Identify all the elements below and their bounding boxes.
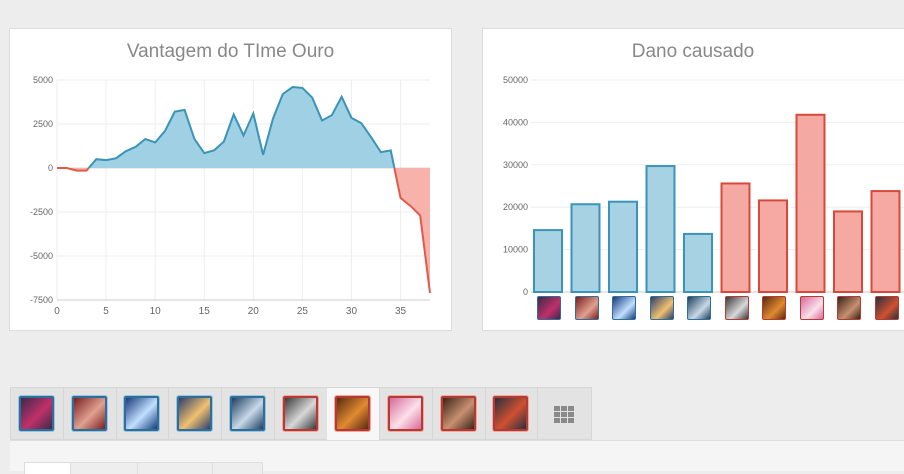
tab-content-area [10,440,904,474]
damage-dealt-panel: Dano causado 50000 40000 30000 20000 10000 0 [482,28,904,331]
champion-tab[interactable] [485,388,539,440]
champion-3-icon [124,396,160,431]
champion-tab[interactable] [169,388,223,440]
damage-bar [645,165,676,294]
gold-advantage-panel: Vantagem do TIme Ouro 5000 2500 0 -2500 -500… [9,28,452,331]
champion-tab[interactable] [327,388,381,442]
damage-champion-cell [762,296,786,320]
damage-champion-cell [649,296,674,320]
damage-champion-cell [574,296,599,320]
champion-4-icon [177,396,213,431]
y-tick-label: 10000 [503,245,528,255]
subtab-4[interactable] [212,462,263,474]
champion-tab[interactable] [116,388,170,440]
champion-7-icon [762,296,786,320]
damage-champion-cell [612,296,636,320]
damage-dealt-chart: 50000 40000 30000 20000 10000 0 [503,75,904,320]
champion-10-icon [874,296,899,320]
champion-8-icon [799,296,824,320]
champion-2-icon [71,396,107,431]
y-tick-label: -7500 [30,295,53,305]
table-grid-icon [554,406,574,423]
damage-champion-cell [799,296,824,320]
damage-bar [758,199,788,293]
champion-9-icon [440,396,476,431]
y-tick-label: 2500 [33,119,53,129]
champion-2-icon [574,296,599,320]
damage-champion-cell [874,296,899,320]
champion-1-icon [537,296,561,320]
champion-tab[interactable] [433,388,486,440]
champion-9-icon [837,296,861,320]
champion-8-icon [387,396,423,431]
y-tick-label: 40000 [503,117,528,127]
y-tick-label: -2500 [30,207,53,217]
x-tick-label: 15 [199,306,211,317]
champion-tab[interactable] [275,388,328,440]
damage-champion-cell [537,296,561,320]
gold-advantage-title: Vantagem do TIme Ouro [126,41,335,62]
x-tick-label: 10 [150,306,162,317]
x-tick-label: 5 [103,306,109,317]
subtab-1[interactable] [24,462,71,474]
damage-dealt-title: Dano causado [631,41,755,62]
damage-bar [608,200,638,293]
champion-tabs [10,387,592,442]
damage-bar [570,203,601,293]
x-tick-label: 35 [395,306,407,317]
champion-1-icon [19,396,54,431]
table-view-tab[interactable] [538,388,590,440]
x-tick-label: 20 [248,306,260,317]
negative-series-line [57,167,431,294]
champion-7-icon [335,396,371,431]
subtab-2[interactable] [70,462,138,474]
champion-tab[interactable] [11,388,64,440]
damage-bar [533,229,563,293]
champion-10-icon [493,396,529,431]
x-tick-label: 0 [54,306,60,317]
damage-bar [833,210,863,293]
champion-6-icon [282,396,318,431]
damage-champion-cell [837,296,861,320]
y-tick-label: 0 [523,287,528,297]
y-tick-label: 50000 [503,75,528,85]
y-tick-label: 0 [48,163,53,173]
damage-bar [795,113,826,293]
y-tick-label: 20000 [503,202,528,212]
champion-tab[interactable] [222,388,275,440]
champion-3-icon [612,296,636,320]
x-tick-label: 30 [346,306,358,317]
subtab-3[interactable] [137,462,213,474]
negative-area [57,168,430,293]
damage-bar [683,232,713,294]
champion-tab[interactable] [64,388,117,440]
y-tick-label: -5000 [30,251,53,261]
damage-champion-cell [724,296,749,320]
champion-tab[interactable] [380,388,433,440]
damage-bar [720,182,751,293]
champion-5-icon [687,296,711,320]
y-tick-label: 30000 [503,160,528,170]
damage-bar [870,190,901,293]
champion-6-icon [724,296,749,320]
y-tick-label: 5000 [33,75,53,85]
damage-champion-cell [687,296,711,320]
champion-4-icon [649,296,674,320]
champion-5-icon [229,396,265,431]
positive-area [57,87,430,168]
x-tick-label: 25 [297,306,309,317]
